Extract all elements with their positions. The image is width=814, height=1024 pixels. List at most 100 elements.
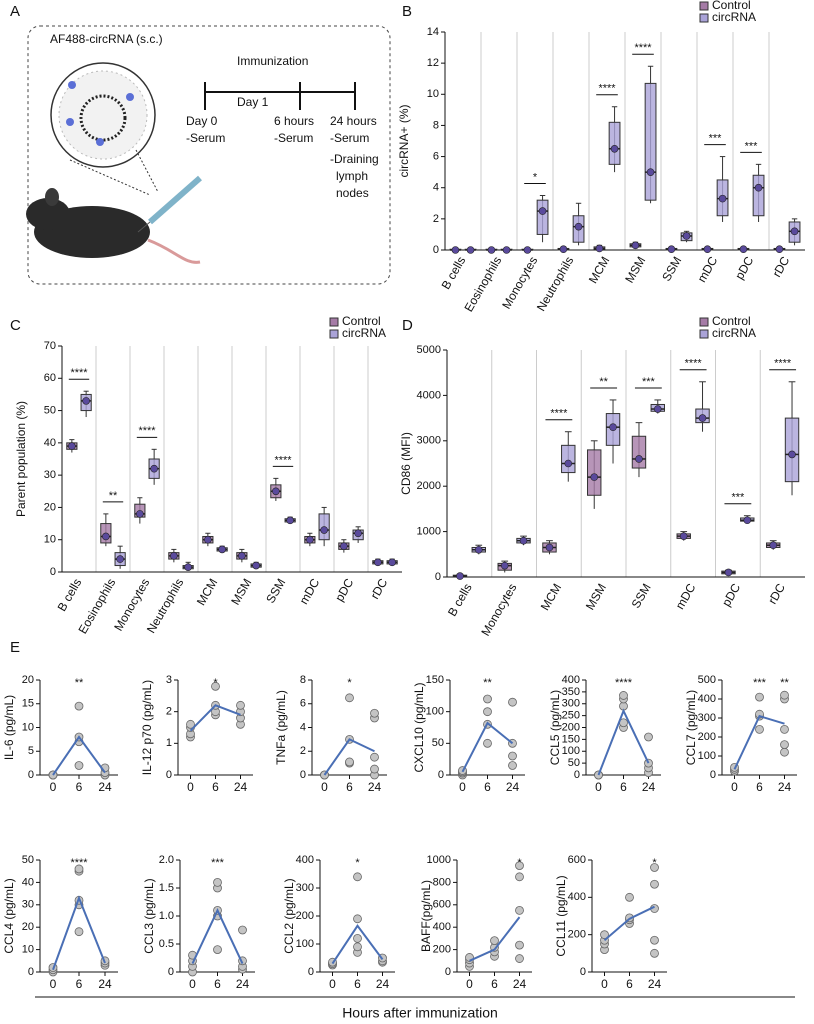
- panel-label: A: [10, 3, 20, 20]
- x-tick-label: 6: [491, 977, 498, 991]
- x-tick-label: 0: [321, 780, 328, 794]
- y-tick-label: 50: [568, 757, 580, 769]
- median-point: [500, 561, 509, 570]
- zoom-inner: [58, 70, 148, 160]
- significance: *: [652, 857, 657, 869]
- x-tick-label: mDC: [297, 576, 323, 607]
- significance: ****: [615, 677, 633, 689]
- point: [370, 752, 379, 762]
- dye: [68, 81, 76, 89]
- median-point: [724, 568, 733, 577]
- x-axis-label: Hours after immunization: [342, 1005, 498, 1021]
- x-tick-label: mDC: [695, 254, 721, 285]
- y-tick-label: 40: [44, 437, 56, 449]
- y-tick-label: 0: [28, 769, 34, 781]
- x-tick-label: 6: [354, 977, 361, 991]
- y-axis-label: CCL5 (pg/mL): [548, 690, 562, 765]
- y-tick-label: 400: [562, 674, 580, 686]
- x-tick-label: rDC: [765, 581, 788, 607]
- y-tick-label: 50: [22, 854, 34, 866]
- syringe: [148, 175, 202, 225]
- x-tick-label: pDC: [332, 576, 356, 604]
- point: [370, 764, 379, 774]
- y-tick-label: 10: [44, 534, 56, 546]
- label: lymph: [336, 169, 368, 183]
- box: [587, 449, 602, 496]
- median-point: [388, 558, 396, 567]
- y-tick-label: 3: [166, 674, 172, 686]
- y-tick-label: 1.0: [159, 910, 174, 922]
- x-tick-label: Eosinophils: [462, 254, 505, 314]
- y-tick-label: 0: [168, 966, 174, 978]
- significance: ***: [211, 857, 225, 869]
- median-point: [170, 552, 178, 560]
- zoom-line: [69, 159, 151, 196]
- legend-swatch: [699, 329, 709, 339]
- y-axis-label: CCL7 (pg/mL): [684, 690, 698, 765]
- x-tick-label: 24: [648, 977, 662, 991]
- point: [483, 707, 492, 717]
- y-axis-label: CXCL10 (pg/mL): [412, 682, 426, 772]
- y-tick-label: 0: [433, 244, 439, 256]
- median-point: [136, 510, 144, 518]
- median-point: [790, 227, 799, 236]
- median-point: [769, 541, 778, 550]
- median-point: [788, 450, 796, 459]
- median-point: [703, 245, 712, 254]
- median-point: [754, 183, 763, 192]
- x-tick-label: 0: [50, 780, 57, 794]
- x-tick-label: 24: [376, 977, 390, 991]
- significance: ****: [70, 857, 88, 869]
- point: [755, 692, 764, 702]
- y-tick-label: 40: [22, 876, 34, 888]
- y-tick-label: 2000: [417, 480, 441, 492]
- label: -Serum: [330, 131, 369, 145]
- median-point: [451, 246, 460, 254]
- median-point: [564, 459, 573, 468]
- y-tick-label: 4: [300, 721, 306, 733]
- point: [353, 942, 362, 952]
- x-tick-label: 24: [98, 780, 112, 794]
- x-tick-label: MCM: [586, 254, 612, 286]
- median-point: [519, 536, 528, 545]
- y-tick-label: 10: [22, 944, 34, 956]
- point: [213, 878, 222, 887]
- y-tick-label: 5000: [417, 344, 441, 356]
- median-point: [775, 245, 784, 254]
- point: [644, 732, 653, 742]
- x-tick-label: 24: [98, 977, 112, 991]
- significance: *: [355, 857, 360, 869]
- point: [515, 861, 524, 870]
- median-point: [559, 245, 568, 254]
- y-axis-label: CCL11 (pg/mL): [554, 875, 568, 956]
- y-axis-label: CCL2 (pg/mL): [282, 878, 296, 953]
- y-tick-label: 600: [568, 854, 586, 866]
- mean-line: [189, 704, 241, 732]
- y-tick-label: 0: [28, 966, 34, 978]
- median-point: [502, 246, 511, 254]
- mean-line: [603, 905, 655, 942]
- median-point: [82, 397, 90, 405]
- dye: [126, 93, 134, 101]
- mouse-ear: [45, 188, 59, 206]
- x-tick-label: B cells: [445, 581, 475, 619]
- y-tick-label: 100: [698, 750, 716, 762]
- x-tick-label: 6: [212, 780, 219, 794]
- y-tick-label: 200: [296, 910, 314, 922]
- y-tick-label: 14: [427, 26, 439, 38]
- y-tick-label: 0: [308, 966, 314, 978]
- x-tick-label: SSM: [659, 254, 684, 284]
- median-point: [743, 516, 752, 525]
- median-point: [631, 241, 640, 250]
- significance: ***: [745, 140, 759, 152]
- label: Day 1: [237, 95, 269, 109]
- point: [515, 954, 524, 963]
- median-point: [150, 464, 158, 473]
- x-tick-label: 0: [595, 780, 602, 794]
- significance: ****: [598, 83, 616, 95]
- y-tick-label: 8: [300, 674, 306, 686]
- mean-line: [597, 708, 650, 776]
- point: [74, 701, 84, 711]
- x-tick-label: MSM: [583, 581, 609, 612]
